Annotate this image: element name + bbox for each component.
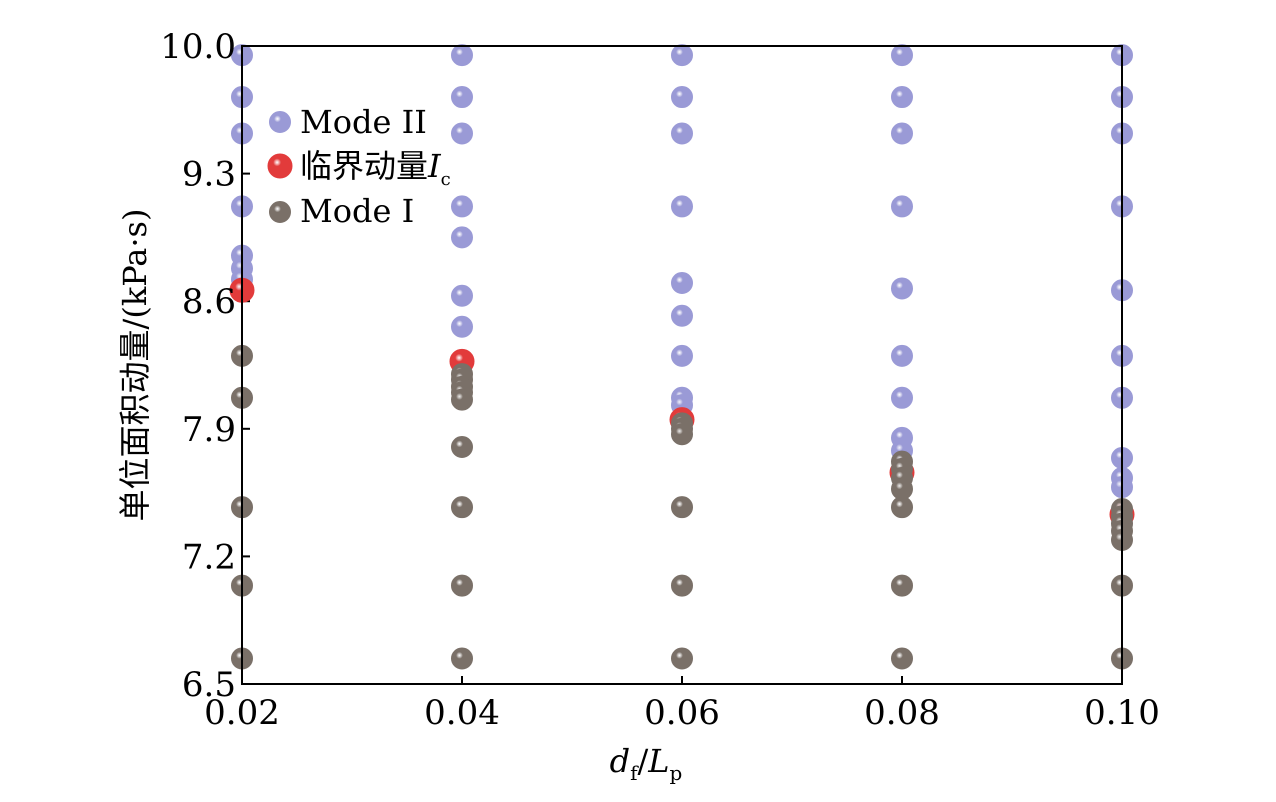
- mode-i-point: [891, 574, 913, 597]
- mode-ii-point: [451, 315, 473, 338]
- y-tick-label: 7.2: [182, 537, 236, 577]
- legend: [267, 111, 293, 223]
- legend-marker-mode-i: [269, 201, 291, 223]
- mode-ii-point: [451, 44, 473, 67]
- mode-i-point: [671, 647, 693, 670]
- x-tick-label: 0.10: [1084, 693, 1160, 733]
- mode-ii-point: [891, 277, 913, 300]
- mode-i-point: [891, 496, 913, 519]
- tick-labels: 0.02 0.04 0.06 0.08 0.10 6.5 7.2 7.9 8.6 9.3 10.0: [160, 27, 1160, 733]
- mode-ii-point: [891, 122, 913, 145]
- mode-i-point: [671, 496, 693, 519]
- mode-ii-point: [451, 122, 473, 145]
- y-tick-label: 10.0: [160, 27, 236, 67]
- mode-i-point: [671, 574, 693, 597]
- mode-ii-point: [451, 195, 473, 218]
- mode-i-point: [451, 496, 473, 519]
- mode-ii-point: [671, 271, 693, 294]
- mode-i-point: [671, 423, 693, 446]
- mode-i-point: [451, 388, 473, 411]
- legend-label-critical: 临界动量Ic: [300, 147, 451, 190]
- y-tick-label: 6.5: [182, 665, 236, 705]
- x-axis-label: df/Lp: [610, 742, 683, 785]
- legend-marker-mode-ii: [269, 111, 291, 133]
- x-tick-label: 0.08: [864, 693, 940, 733]
- y-tick-label: 8.6: [182, 282, 236, 322]
- mode-ii-point: [891, 386, 913, 409]
- legend-label-mode-i: Mode I: [300, 192, 414, 230]
- y-axis-label: 单位面积动量/(kPa·s): [116, 209, 154, 522]
- mode-i-point: [451, 574, 473, 597]
- mode-ii-point: [891, 86, 913, 109]
- legend-marker-critical: [267, 153, 293, 179]
- legend-label-mode-ii: Mode II: [300, 103, 427, 141]
- y-tick-label: 9.3: [182, 155, 236, 195]
- mode-ii-point: [451, 284, 473, 307]
- plot-frame: [241, 45, 1123, 685]
- mode-i-point: [451, 436, 473, 459]
- y-tick-label: 7.9: [182, 410, 236, 450]
- x-tick-label: 0.02: [204, 693, 280, 733]
- mode-ii-point: [451, 86, 473, 109]
- mode-ii-point: [451, 226, 473, 249]
- mode-ii-point: [671, 344, 693, 367]
- x-tick-label: 0.06: [644, 693, 720, 733]
- mode-ii-point: [891, 344, 913, 367]
- mode-ii-point: [671, 195, 693, 218]
- mode-ii-point: [671, 44, 693, 67]
- x-tick-label: 0.04: [424, 693, 500, 733]
- mode-i-point: [451, 647, 473, 670]
- mode-ii-point: [891, 44, 913, 67]
- mode-ii-point: [671, 304, 693, 327]
- mode-i-point: [891, 647, 913, 670]
- mode-ii-point: [671, 122, 693, 145]
- mode-ii-point: [671, 86, 693, 109]
- mode-ii-point: [891, 195, 913, 218]
